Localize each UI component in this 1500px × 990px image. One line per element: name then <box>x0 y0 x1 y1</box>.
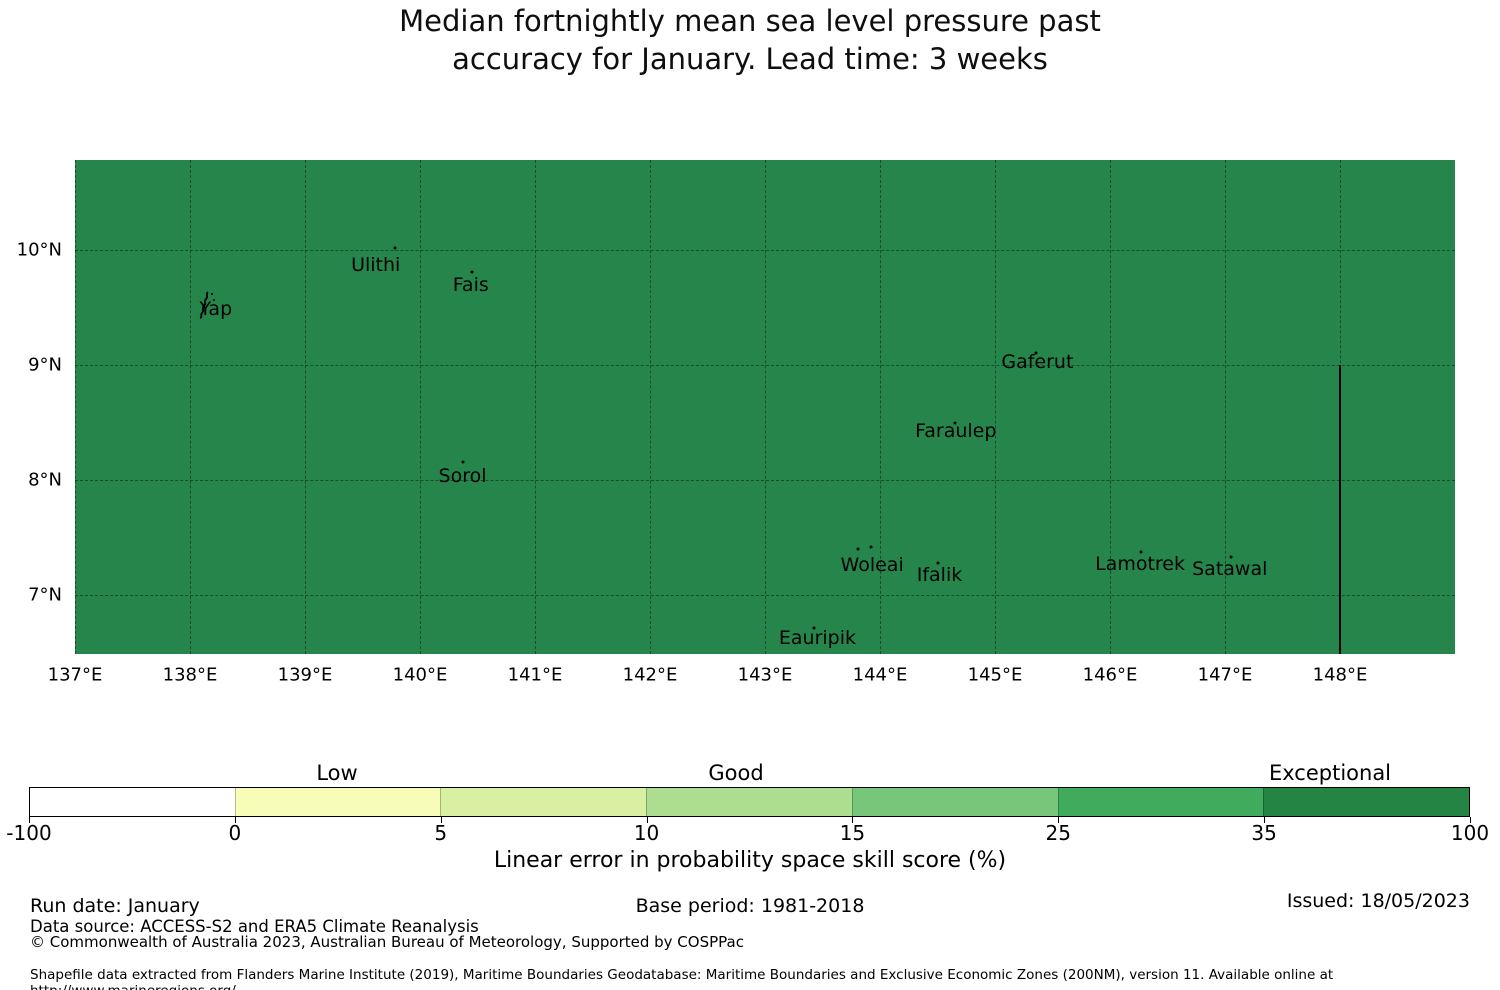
footer-copyright: © Commonwealth of Australia 2023, Austra… <box>30 933 744 951</box>
colorbar-tick-label: -100 <box>6 821 52 845</box>
colorbar-segment <box>851 788 1058 816</box>
colorbar-tick <box>234 817 236 823</box>
x-axis-tick-label: 140°E <box>392 664 448 686</box>
colorbar-axis-label: Linear error in probability space skill … <box>493 848 1007 873</box>
colorbar <box>29 787 1470 817</box>
longitude-gridline <box>420 160 421 654</box>
longitude-gridline <box>1110 160 1111 654</box>
latitude-gridline <box>75 249 1455 251</box>
footer-shapefile-attribution: Shapefile data extracted from Flanders M… <box>30 967 1334 990</box>
colorbar-tick-label: 0 <box>228 821 242 845</box>
colorbar-tick <box>646 817 648 823</box>
footer-run-date: Run date: January <box>30 895 200 917</box>
longitude-gridline <box>1225 160 1226 654</box>
footer-base-period: Base period: 1981-2018 <box>635 895 865 917</box>
yap-island-shape <box>199 291 215 319</box>
island-marker-ulithi <box>393 246 397 249</box>
longitude-gridline <box>765 160 766 654</box>
x-axis-tick-label: 144°E <box>852 664 908 686</box>
x-axis-tick-label: 145°E <box>967 664 1023 686</box>
island-label-lamotrek: Lamotrek <box>1095 552 1185 575</box>
longitude-gridline <box>75 160 76 654</box>
island-marker-fais <box>470 270 474 274</box>
x-axis-tick-label: 138°E <box>162 664 218 686</box>
island-marker-woleai <box>869 545 873 549</box>
colorbar-category-label: Exceptional <box>1268 761 1392 785</box>
x-axis-tick-label: 143°E <box>737 664 793 686</box>
island-label-yap: Yap <box>199 297 233 320</box>
island-label-ifalik: Ifalik <box>916 564 963 587</box>
longitude-gridline <box>880 160 881 654</box>
island-marker-eauripik <box>812 626 816 629</box>
chart-title-line1: Median fortnightly mean sea level pressu… <box>399 4 1101 38</box>
colorbar-segment <box>646 788 852 816</box>
colorbar-tick-label: 10 <box>633 821 660 845</box>
maritime-boundary-line <box>1339 364 1341 654</box>
longitude-gridline <box>650 160 651 654</box>
colorbar-tick-label: 100 <box>1450 821 1490 845</box>
colorbar-tick <box>440 817 442 823</box>
footer-data-source: Data source: ACCESS-S2 and ERA5 Climate … <box>30 917 479 936</box>
x-axis-tick-label: 148°E <box>1312 664 1368 686</box>
y-axis-tick-label: 9°N <box>28 354 62 376</box>
longitude-gridline <box>190 160 191 654</box>
colorbar-category-label: Low <box>316 761 358 785</box>
colorbar-tick-label: 35 <box>1251 821 1277 845</box>
colorbar-segment <box>440 788 647 816</box>
island-label-eauripik: Eauripik <box>778 626 856 649</box>
colorbar-segment <box>234 788 441 816</box>
island-marker-sorol <box>461 460 465 464</box>
x-axis-tick-label: 146°E <box>1082 664 1138 686</box>
colorbar-tick <box>852 817 854 823</box>
colorbar-tick <box>1470 817 1471 823</box>
x-axis-tick-label: 141°E <box>507 664 563 686</box>
x-axis-tick-label: 147°E <box>1197 664 1253 686</box>
island-label-ulithi: Ulithi <box>351 253 401 276</box>
island-marker-gaferut <box>1034 351 1038 355</box>
island-label-woleai: Woleai <box>840 554 904 577</box>
x-axis-tick-label: 142°E <box>622 664 678 686</box>
y-axis-tick-label: 8°N <box>28 469 62 491</box>
colorbar-tick <box>1058 817 1060 823</box>
colorbar-category-label: Good <box>708 761 764 785</box>
island-marker-woleai <box>856 547 860 551</box>
x-axis-tick-label: 139°E <box>277 664 333 686</box>
chart-title-line2: accuracy for January. Lead time: 3 weeks <box>452 42 1048 76</box>
colorbar-tick <box>29 817 30 823</box>
island-marker-lamotrek <box>1139 550 1143 553</box>
x-axis-tick-label: 137°E <box>47 664 103 686</box>
colorbar-tick <box>1264 817 1266 823</box>
longitude-gridline <box>305 160 306 654</box>
island-label-sorol: Sorol <box>438 464 487 487</box>
colorbar-segment <box>1263 788 1470 816</box>
latitude-gridline <box>75 364 1455 366</box>
longitude-gridline <box>995 160 996 654</box>
colorbar-segment <box>1057 788 1264 816</box>
latitude-gridline <box>75 480 1455 482</box>
longitude-gridline <box>535 160 536 654</box>
island-marker-ifalik <box>936 561 939 565</box>
island-marker-faraulep <box>953 421 957 425</box>
chart-title: Median fortnightly mean sea level pressu… <box>0 2 1500 78</box>
colorbar-tick-label: 15 <box>839 821 866 845</box>
latitude-gridline <box>75 595 1455 597</box>
island-label-satawal: Satawal <box>1192 558 1268 581</box>
colorbar-tick-label: 25 <box>1045 821 1072 845</box>
island-marker-satawal <box>1229 555 1233 559</box>
colorbar-segment <box>30 788 235 816</box>
y-axis-tick-label: 10°N <box>16 239 62 261</box>
island-label-faraulep: Faraulep <box>915 419 997 442</box>
map-area: Yap Ulithi Fais Sorol Gaferut Faraulep Woleai I… <box>75 160 1455 654</box>
footer-issued-date: Issued: 18/05/2023 <box>1286 890 1470 912</box>
island-label-gaferut: Gaferut <box>1001 351 1074 374</box>
island-label-fais: Fais <box>452 273 489 296</box>
colorbar-tick-label: 5 <box>434 821 448 845</box>
y-axis-tick-label: 7°N <box>28 584 62 606</box>
